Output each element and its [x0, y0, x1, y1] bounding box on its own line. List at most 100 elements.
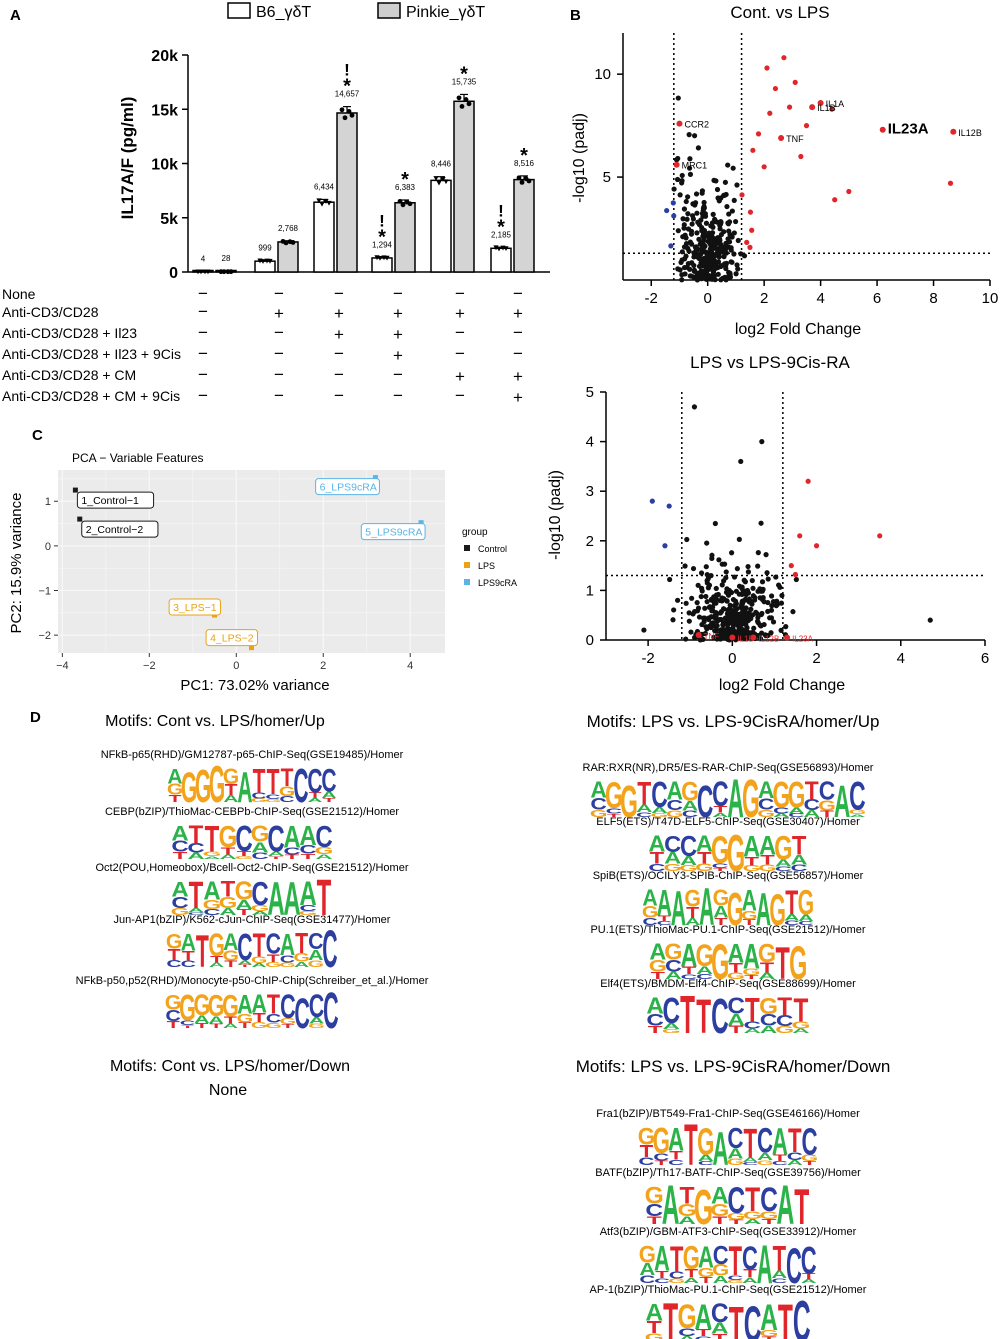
logo-letter: A	[267, 872, 284, 925]
bar-value-label: 2,185	[491, 230, 512, 239]
gene-point	[750, 147, 756, 153]
gene-point	[704, 599, 710, 605]
gene-point	[704, 252, 711, 258]
logo-letter: C	[299, 843, 317, 856]
pca-legend-swatch	[464, 579, 470, 585]
gene-point	[734, 182, 740, 188]
logo-letter: G	[741, 908, 758, 922]
gene-point	[668, 243, 674, 249]
gene-point	[744, 239, 750, 245]
logo-letter: G	[251, 822, 270, 848]
gene-point	[712, 612, 719, 618]
gene-point	[687, 171, 694, 177]
volcano-1-title: Cont. vs LPS	[730, 3, 829, 22]
logo-letter: A	[760, 1024, 778, 1036]
logo-letter: G	[642, 904, 659, 922]
logo-letter: T	[285, 853, 300, 860]
logo-letter: G	[742, 864, 760, 873]
logo-letter: G	[179, 988, 196, 1030]
gene-label: IL12B	[958, 128, 982, 138]
logo-letter: T	[640, 1142, 654, 1161]
logo-letter: T	[169, 793, 182, 804]
gene-point	[877, 533, 883, 539]
logo-letter: A	[664, 850, 681, 868]
logo-letter: G	[663, 861, 681, 873]
replicate-point	[319, 201, 325, 207]
gene-point	[685, 226, 692, 232]
logo-letter: G	[645, 1332, 664, 1339]
logo-letter: C	[280, 988, 296, 1026]
gene-point	[674, 597, 681, 603]
gene-point	[760, 586, 766, 592]
gene-point	[745, 563, 751, 570]
logo-letter: C	[801, 1238, 817, 1282]
pca-ylabel: PC2: 15.9% variance	[8, 493, 25, 634]
gene-point	[721, 621, 727, 627]
gene-point	[686, 248, 692, 254]
gene-point	[681, 225, 687, 231]
gene-point	[717, 610, 724, 616]
gene-point	[728, 245, 734, 251]
logo-letter: A	[235, 897, 252, 912]
logo-letter: C	[280, 953, 295, 965]
gene-point	[686, 618, 692, 624]
logo-letter: G	[181, 765, 197, 812]
logo-letter: C	[283, 845, 300, 856]
logo-letter: C	[293, 758, 308, 812]
gene-point	[743, 619, 749, 625]
logo-letter: A	[187, 907, 205, 914]
logo-letter: A	[209, 962, 224, 968]
condition-cell: −	[274, 344, 284, 363]
logo-letter: G	[265, 961, 282, 969]
gene-point	[742, 633, 748, 639]
gene-point	[679, 249, 685, 255]
gene-point	[832, 197, 838, 203]
gene-point	[704, 540, 710, 546]
gene-point	[712, 520, 718, 527]
replicate-point	[440, 177, 446, 182]
gene-point	[768, 630, 774, 636]
logo-letter: A	[194, 1012, 210, 1025]
logo-letter: A	[773, 812, 790, 818]
pca-sample-label-box	[76, 491, 155, 509]
logo-letter: A	[759, 971, 776, 981]
gene-point	[702, 605, 708, 611]
replicate-point	[323, 199, 329, 204]
gene-point	[714, 186, 721, 193]
gene-point	[797, 533, 803, 539]
gene-point	[721, 596, 727, 602]
gene-point	[714, 618, 720, 624]
logo-letter: C	[802, 1120, 818, 1163]
logo-letter: C	[727, 993, 745, 1018]
logo-letter: C	[803, 796, 819, 813]
gene-point	[742, 579, 748, 585]
logo-letter: G	[684, 884, 701, 912]
logo-letter: A	[223, 794, 238, 805]
logo-letter: A	[757, 1151, 774, 1163]
gene-point	[689, 595, 695, 601]
gene-point	[736, 536, 742, 542]
logo-letter: G	[759, 1210, 778, 1222]
logo-letter: C	[645, 1202, 663, 1221]
logo-letter: G	[697, 1265, 714, 1280]
logo-letter: C	[727, 1123, 743, 1154]
significance-marker: *	[460, 63, 468, 85]
pca-legend-label: Control	[478, 544, 507, 554]
logo-letter: A	[683, 1277, 699, 1285]
gene-label: CCR2	[684, 120, 709, 130]
y-tick-label: 5	[603, 169, 611, 186]
logo-letter: A	[636, 802, 653, 814]
logo-letter: T	[647, 1215, 663, 1227]
logo-letter: C	[712, 862, 730, 870]
logo-letter: T	[805, 777, 819, 805]
gene-point	[723, 265, 729, 272]
logo-letter: A	[744, 1027, 762, 1034]
gene-point	[749, 227, 755, 233]
motif-label: NFkB-p50,p52(RHD)/Monocyte-p50-ChIP-Chip…	[76, 975, 429, 987]
bar-value-label: 999	[258, 244, 272, 253]
logo-letter: T	[743, 1267, 757, 1280]
a-ytick-label: 5k	[160, 211, 178, 228]
replicate-point	[466, 101, 472, 107]
logo-letter: C	[590, 795, 606, 813]
gene-point	[792, 571, 799, 578]
